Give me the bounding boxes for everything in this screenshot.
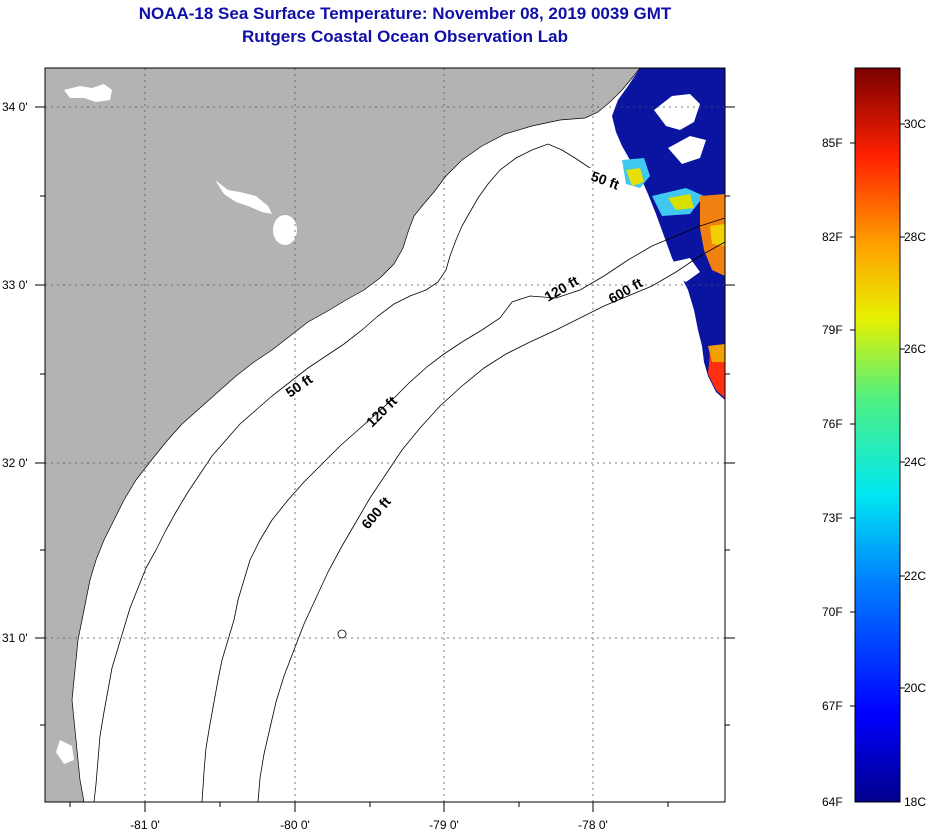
legend-c-28: 28C: [904, 230, 926, 244]
legend-f-67: 67F: [822, 699, 843, 713]
legend-f-64: 64F: [822, 795, 843, 809]
coastline: [71, 68, 641, 802]
color-bar: [854, 67, 901, 803]
legend-f-76: 76F: [822, 417, 843, 431]
sst-ocean-gap: [668, 136, 706, 164]
lat-label-31: 31 0': [2, 631, 28, 645]
map-subtitle: Rutgers Coastal Ocean Observation Lab: [242, 27, 568, 46]
legend-c-26: 26C: [904, 342, 926, 356]
legend-c-18: 18C: [904, 795, 926, 809]
lat-label-32: 32 0': [2, 456, 28, 470]
legend-c-30: 30C: [904, 117, 926, 131]
legend-f-70: 70F: [822, 605, 843, 619]
sst-warm-patch: [708, 352, 725, 398]
map-frame: [44, 67, 726, 803]
lake-speck: [64, 84, 112, 102]
legend-f-85: 85F: [822, 136, 843, 150]
legend-f-79: 79F: [822, 323, 843, 337]
lon-label-81: -81 0': [130, 818, 160, 832]
sst-warm-patch: [708, 344, 725, 362]
lat-label-33: 33 0': [2, 278, 28, 292]
color-bar-ticks: [850, 123, 905, 707]
lon-label-78: -78 0': [578, 818, 608, 832]
lon-label-80: -80 0': [280, 818, 310, 832]
legend-c-24: 24C: [904, 455, 926, 469]
land-mass: [45, 68, 640, 802]
map-title: NOAA-18 Sea Surface Temperature: Novembe…: [138, 4, 672, 23]
sst-warm-patch: [626, 168, 644, 186]
contour-120ft: [201, 217, 725, 802]
lake-speck: [215, 180, 272, 214]
legend-c-20: 20C: [904, 681, 926, 695]
legend-c-22: 22C: [904, 569, 926, 583]
graticule: [45, 68, 725, 802]
lake-speck: [56, 740, 74, 764]
lon-label-79: -79 0': [429, 818, 459, 832]
sst-warm-patch: [668, 194, 694, 210]
seamount-contour: [337, 629, 347, 639]
contour-600ft: [257, 241, 725, 802]
legend-f-73: 73F: [822, 511, 843, 525]
legend-f-82: 82F: [822, 230, 843, 244]
lat-label-34: 34 0': [2, 100, 28, 114]
contour-50ft: [93, 143, 591, 802]
axis-ticks: [35, 106, 735, 812]
sst-warm-patch: [710, 224, 725, 246]
sst-ocean-gap: [672, 258, 700, 282]
sst-ocean-gap: [654, 94, 700, 130]
lake-speck: [273, 215, 297, 245]
